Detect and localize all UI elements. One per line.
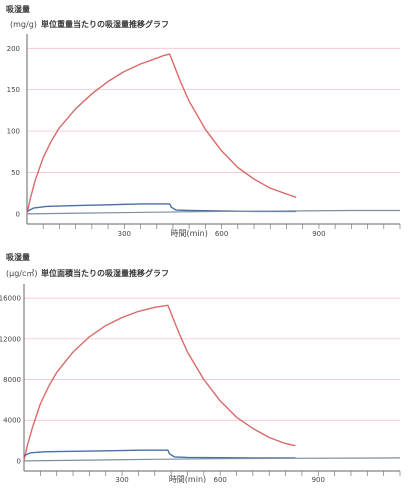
y-tick-label: 16000 xyxy=(0,295,21,303)
y-axis-caption: 吸湿量 xyxy=(6,4,30,14)
chart-1: 吸湿量 (mg/g) 単位重量当たりの吸湿量推移グラフ 0 50 100 150 200 300… xyxy=(6,4,401,238)
series-line-red xyxy=(26,53,297,215)
x-axis-label: 時間(min) xyxy=(171,229,208,238)
x-tick-label: 300 xyxy=(115,476,128,484)
x-tick-label: 600 xyxy=(215,230,228,238)
x-tick-label: 600 xyxy=(213,476,226,484)
y-axis-unit: (mg/g) xyxy=(10,20,37,29)
x-tick-label: 900 xyxy=(312,230,325,238)
y-axis-caption: 吸湿量 xyxy=(6,252,30,262)
x-axis-label: 時間(min) xyxy=(169,475,206,484)
y-tick-label: 0 xyxy=(17,457,21,465)
y-tick-label: 150 xyxy=(7,86,20,94)
y-tick-label: 0 xyxy=(16,210,20,218)
y-tick-label: 50 xyxy=(11,169,20,177)
chart-title: 単位重量当たりの吸湿量推移グラフ xyxy=(41,19,169,29)
series-line-blue xyxy=(26,203,297,213)
x-tick-label: 300 xyxy=(118,230,131,238)
x-tick-label: 900 xyxy=(312,476,325,484)
series-line-gray xyxy=(26,209,400,215)
y-axis-unit: (μg/c㎡) xyxy=(6,269,38,278)
chart-2: 吸湿量 (μg/c㎡) 単位面積当たりの吸湿量推移グラフ 0 4000 8000 12000… xyxy=(0,252,401,484)
y-tick-label: 12000 xyxy=(0,335,21,343)
series-line-red xyxy=(23,304,296,462)
y-tick-label: 4000 xyxy=(3,417,21,425)
chart-title: 単位面積当たりの吸湿量推移グラフ xyxy=(41,268,169,278)
y-tick-label: 100 xyxy=(7,128,20,136)
series-line-gray xyxy=(23,457,401,462)
y-tick-label: 200 xyxy=(7,45,20,53)
series-line-blue xyxy=(23,449,296,459)
y-tick-label: 8000 xyxy=(3,376,21,384)
